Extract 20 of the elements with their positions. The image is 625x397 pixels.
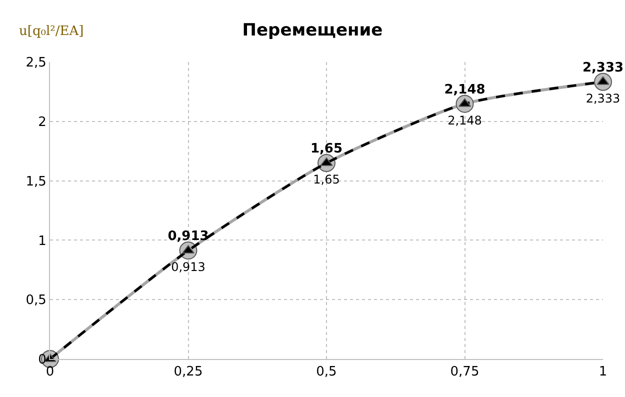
y-tick-label: 2,5 — [26, 56, 46, 71]
data-label: 1,65 — [313, 172, 340, 187]
data-label: 2,148 — [448, 113, 482, 128]
y-tick-label: 1 — [38, 234, 46, 249]
y-tick-label: 0,5 — [26, 293, 46, 308]
data-label: 2,333 — [582, 60, 624, 76]
x-tick-label: 0,75 — [450, 364, 480, 380]
x-tick-label: 1 — [598, 364, 608, 380]
y-tick-label: 1,5 — [26, 174, 46, 190]
data-label: 2,333 — [586, 91, 620, 106]
data-label: 1,65 — [310, 141, 343, 156]
y-tick-label: 0 — [38, 352, 46, 368]
y-axis-title: u[q₀l²/EA] — [19, 24, 84, 39]
y-tick-label: 2 — [38, 114, 46, 130]
x-tick-label: 0,25 — [174, 364, 203, 380]
x-tick-label: 0,5 — [316, 364, 337, 380]
data-label: 0,913 — [171, 260, 206, 274]
chart-title: Перемещение — [242, 20, 383, 41]
data-label: 0,913 — [168, 229, 209, 244]
data-label: 2,148 — [444, 82, 486, 98]
